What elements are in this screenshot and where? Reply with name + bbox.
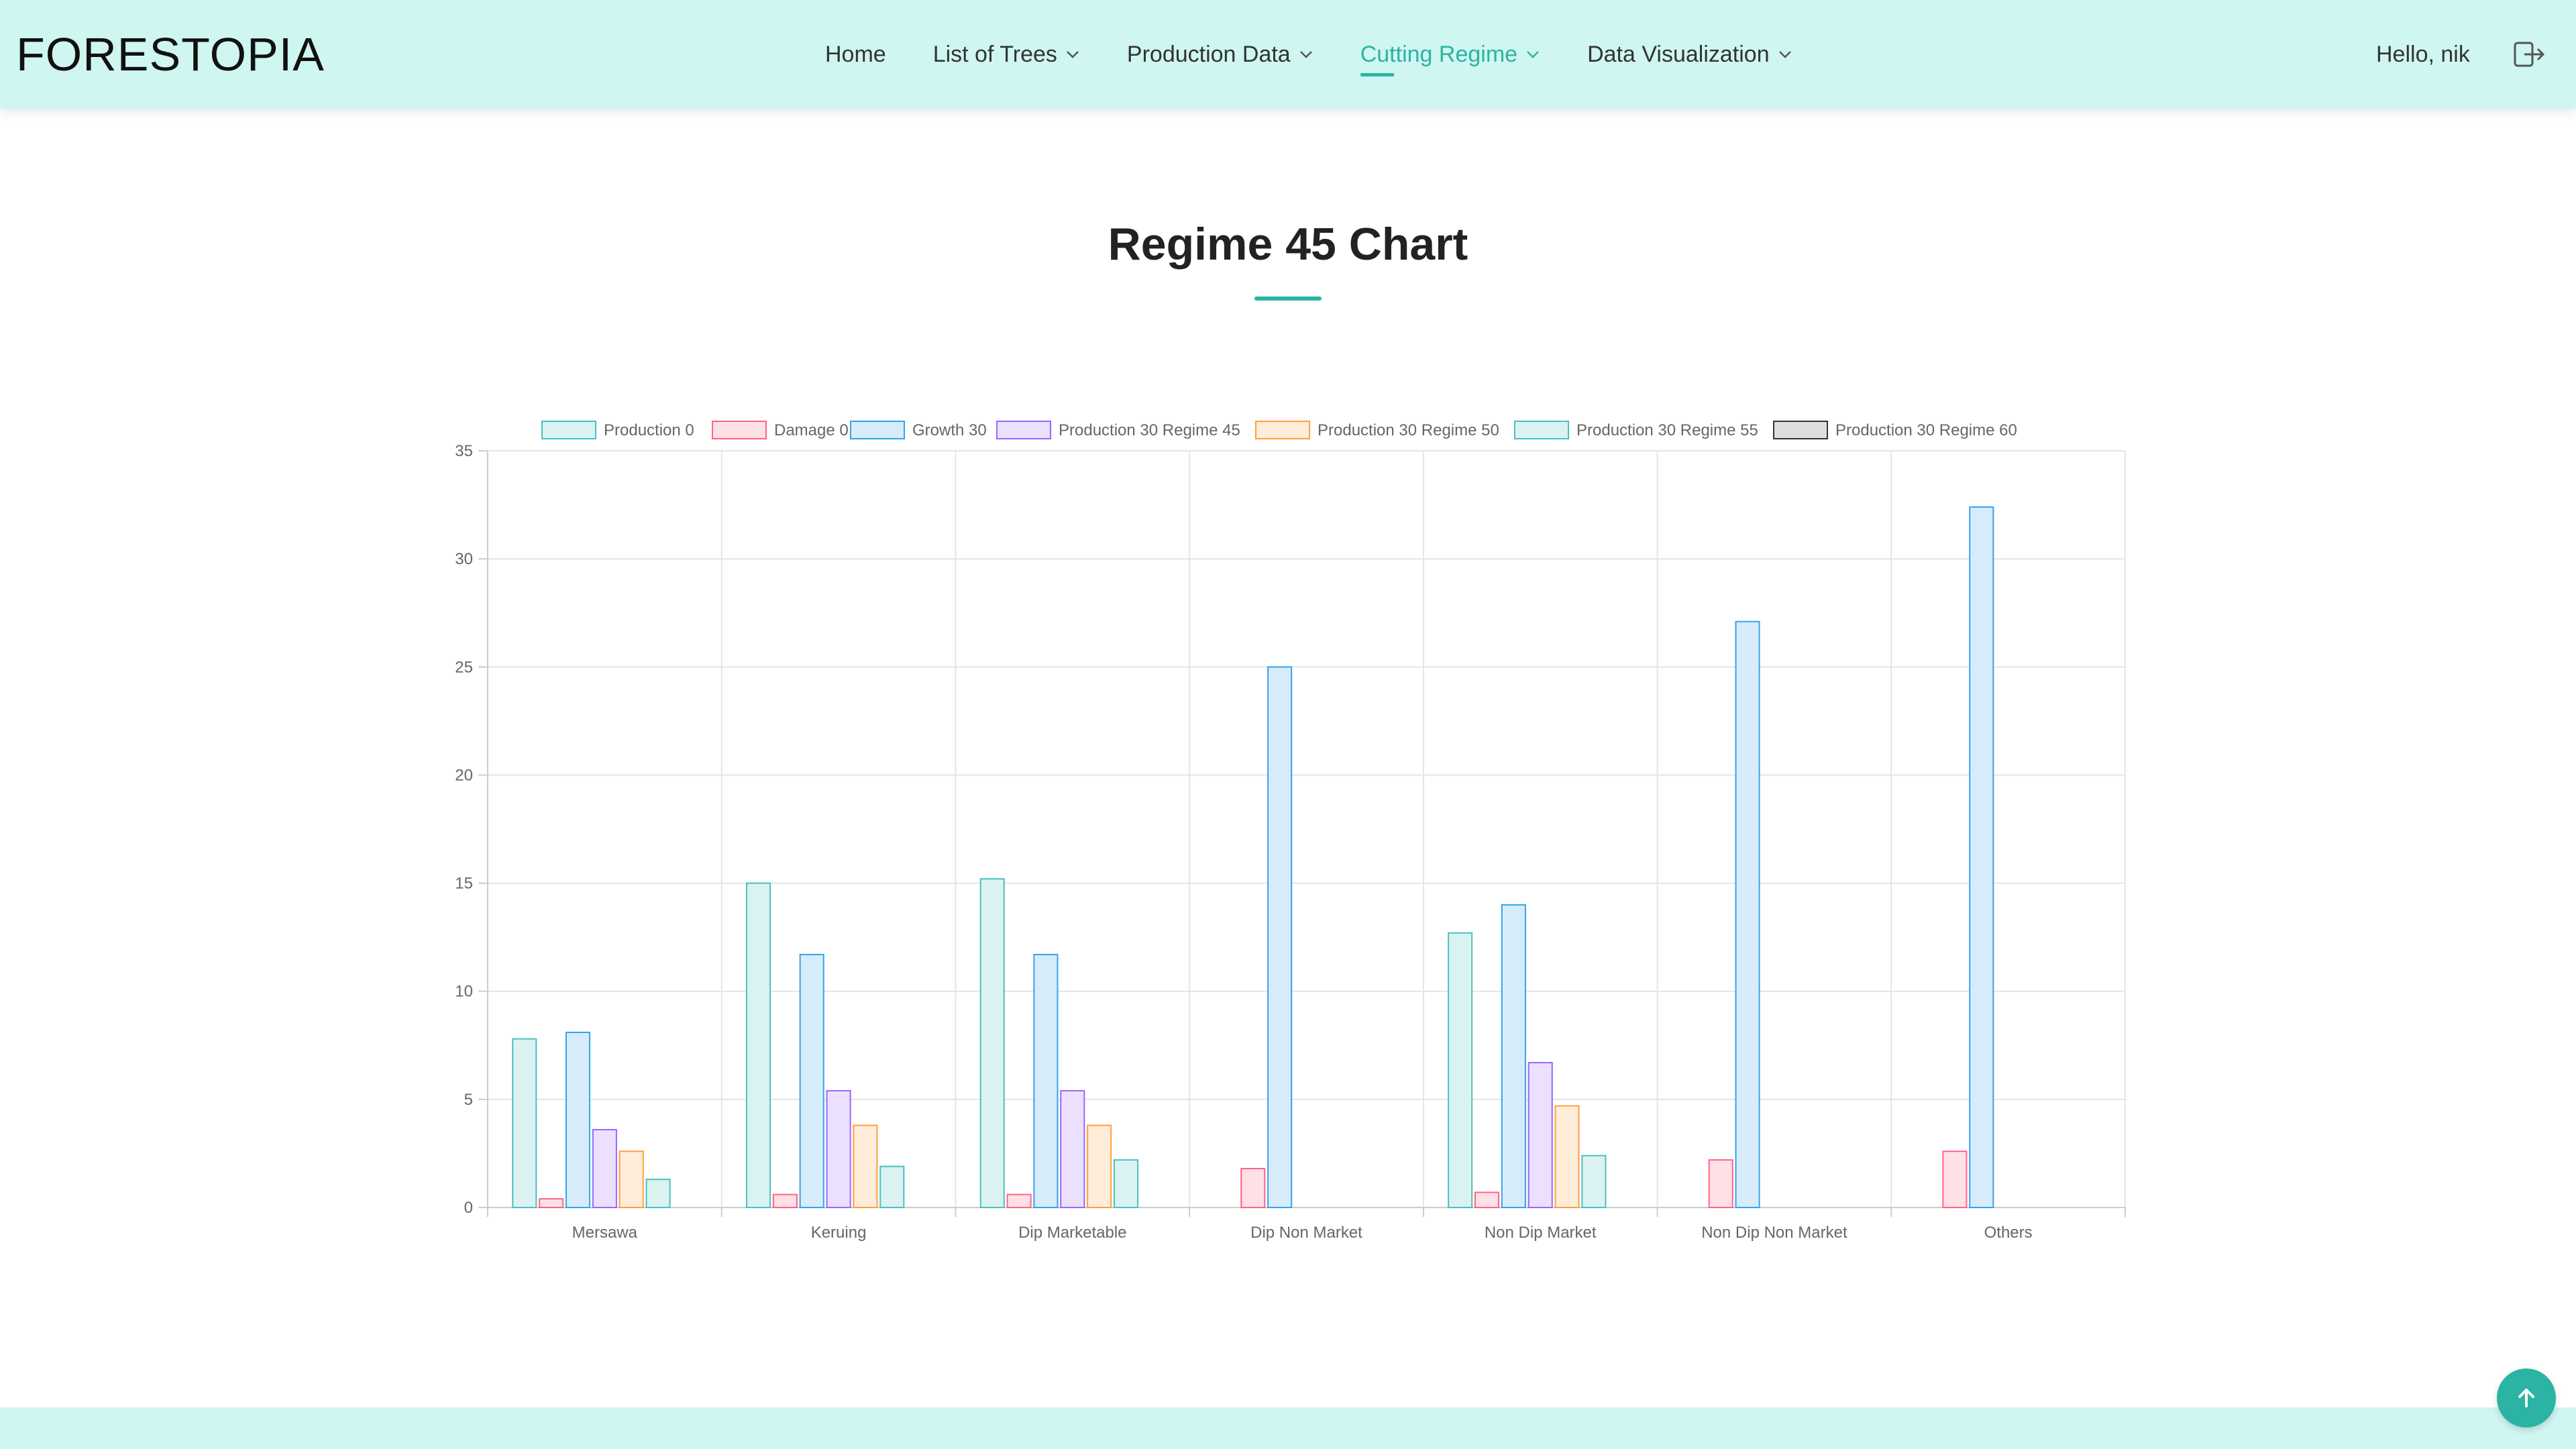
legend-swatch (1514, 421, 1569, 439)
bar (565, 1031, 591, 1208)
y-tick-label: 20 (455, 766, 473, 784)
user-greeting: Hello, nik (2376, 42, 2470, 67)
bar (799, 953, 824, 1208)
x-tick-label: Non Dip Non Market (1701, 1224, 1847, 1242)
bar (1087, 1124, 1112, 1208)
bar (772, 1193, 798, 1208)
legend-label: Damage 0 (774, 421, 849, 439)
y-tick-label: 35 (455, 442, 473, 460)
y-tick-label: 25 (455, 658, 473, 676)
bar (1474, 1191, 1500, 1208)
legend-swatch (1773, 421, 1828, 439)
nav-item-label: Data Visualization (1587, 41, 1770, 67)
nav-item-home[interactable]: Home (825, 0, 886, 109)
bar (826, 1089, 851, 1208)
bar (1006, 1193, 1032, 1208)
page-title: Regime 45 Chart (1108, 219, 1468, 270)
nav-menu: Home List of Trees Production Data Cutting … (825, 0, 1839, 109)
brand-logo[interactable]: FORESTOPIA (16, 28, 325, 80)
chevron-down-icon (1299, 51, 1312, 58)
bar (592, 1128, 617, 1209)
y-tick-label: 10 (455, 983, 473, 1001)
chevron-down-icon (1527, 51, 1539, 58)
legend-swatch (996, 421, 1051, 439)
title-underline (1254, 297, 1322, 301)
y-tick-label: 30 (455, 550, 473, 568)
legend-swatch (541, 421, 596, 439)
bar (539, 1198, 564, 1208)
bar (619, 1150, 644, 1208)
nav-item-label: Production Data (1126, 41, 1291, 67)
bar (645, 1179, 671, 1209)
legend-label: Production 30 Regime 50 (1318, 421, 1499, 439)
bar-chart: 0 5 10 15 20 25 30 35 Mersawa Keruing Dip Marketab… (455, 421, 2126, 1242)
nav-item-list-of-trees[interactable]: List of Trees (933, 0, 1080, 109)
bar (745, 882, 771, 1208)
chevron-down-icon (1778, 51, 1791, 58)
legend-swatch (850, 421, 905, 439)
y-tick-label: 15 (455, 875, 473, 893)
x-tick-label: Mersawa (572, 1224, 638, 1242)
scroll-to-top-button[interactable] (2497, 1368, 2556, 1428)
legend-label: Production 30 Regime 60 (1835, 421, 2017, 439)
bar (1581, 1155, 1607, 1209)
navbar: FORESTOPIA Home List of Trees Production D… (0, 0, 2576, 109)
legend-label: Production 0 (604, 421, 694, 439)
arrow-up-icon (2518, 1389, 2534, 1407)
bar (979, 878, 1005, 1209)
legend-swatch (1255, 421, 1310, 439)
x-tick-label: Keruing (811, 1224, 867, 1242)
x-tick-label: Others (1984, 1224, 2033, 1242)
bar (1240, 1167, 1266, 1208)
bar (1554, 1105, 1580, 1209)
bar (1060, 1089, 1085, 1208)
legend-label: Production 30 Regime 45 (1059, 421, 1240, 439)
nav-item-label: Home (825, 41, 886, 67)
nav-item-label: Cutting Regime (1360, 41, 1518, 67)
bar (512, 1038, 537, 1208)
bar (879, 1165, 905, 1209)
nav-item-data-visualization[interactable]: Data Visualization (1587, 0, 1792, 109)
nav-item-cutting-regime[interactable]: Cutting Regime (1360, 0, 1540, 109)
bar (853, 1124, 878, 1208)
nav-item-production-data[interactable]: Production Data (1127, 0, 1313, 109)
x-tick-label: Non Dip Market (1485, 1224, 1597, 1242)
bar (1969, 506, 1994, 1208)
nav-item-label: List of Trees (932, 41, 1057, 67)
legend-label: Production 30 Regime 55 (1576, 421, 1758, 439)
y-tick-label: 5 (464, 1091, 473, 1109)
bar (1501, 904, 1526, 1208)
bar (1708, 1159, 1733, 1209)
bar (1267, 666, 1293, 1208)
y-tick-label: 0 (464, 1199, 473, 1217)
bar (1942, 1150, 1968, 1208)
x-tick-label: Dip Non Market (1250, 1224, 1362, 1242)
footer (0, 1407, 2576, 1449)
legend-swatch (712, 421, 767, 439)
x-tick-label: Dip Marketable (1018, 1224, 1126, 1242)
bar (1448, 932, 1473, 1208)
legend-label: Growth 30 (912, 421, 987, 439)
logout-icon[interactable] (2512, 38, 2546, 71)
bar (1113, 1159, 1139, 1209)
bar (1735, 621, 1760, 1208)
bar (1033, 953, 1059, 1208)
bar (1527, 1062, 1553, 1208)
chevron-down-icon (1067, 51, 1079, 58)
